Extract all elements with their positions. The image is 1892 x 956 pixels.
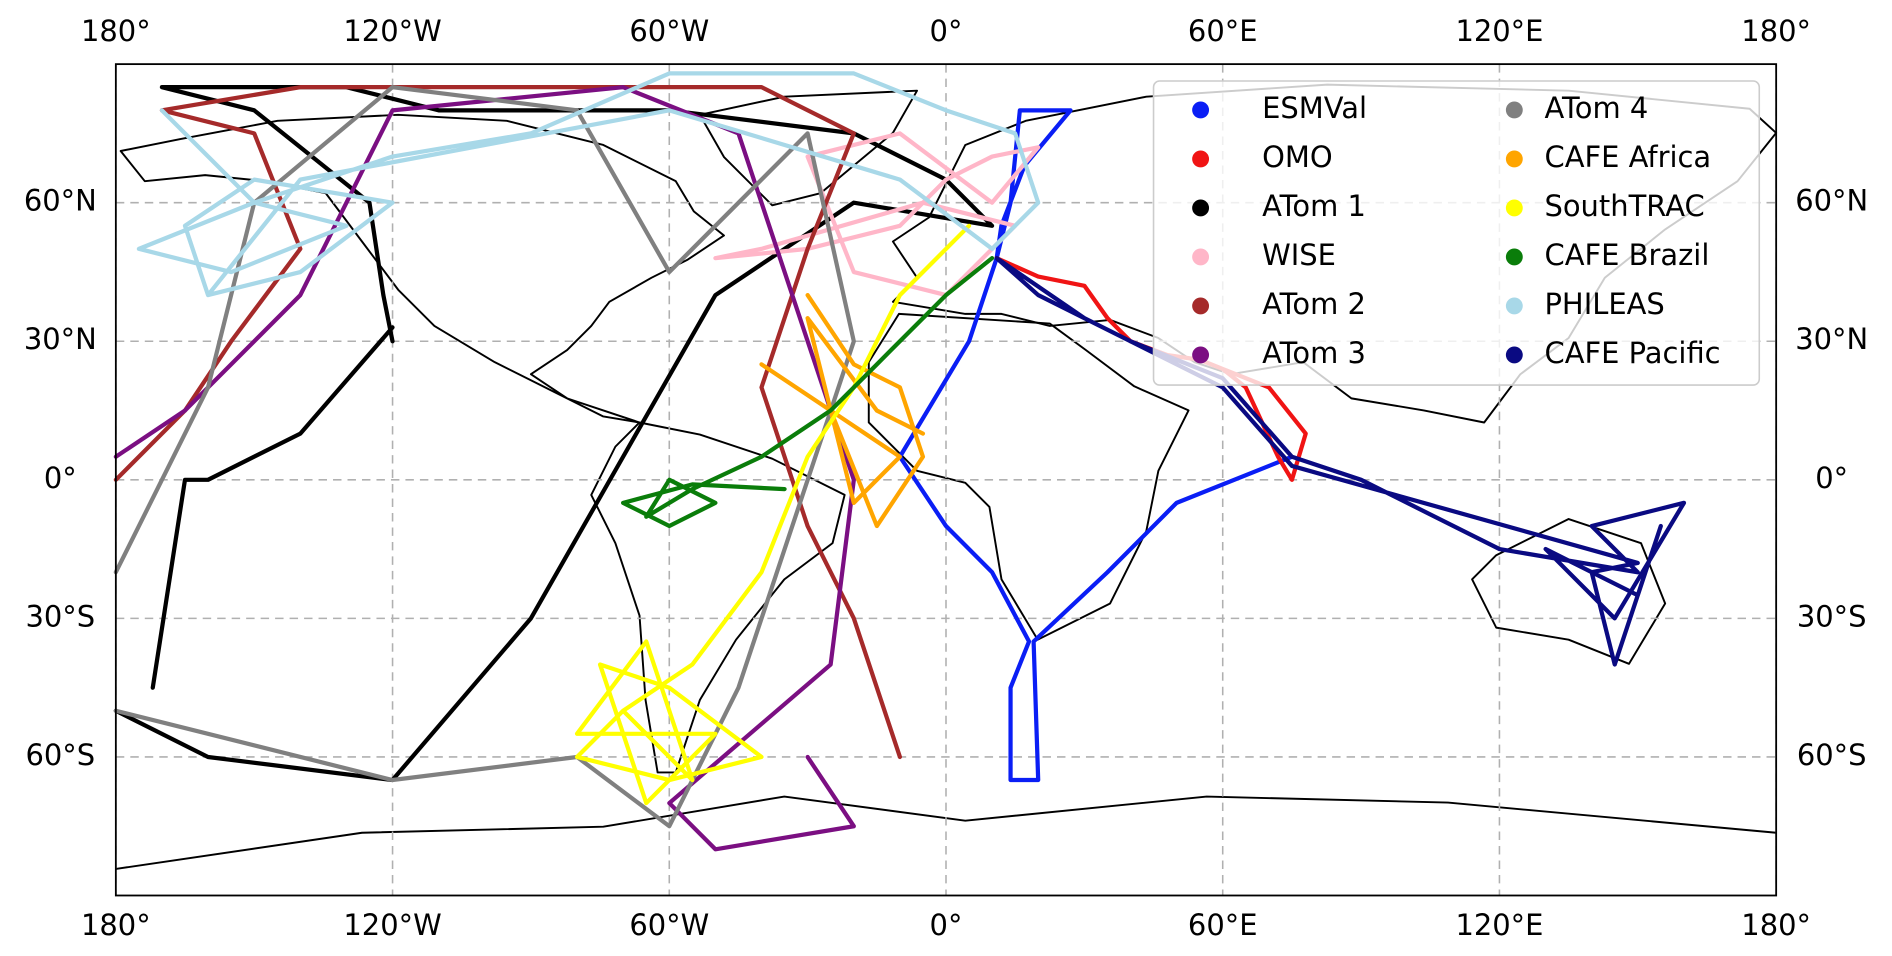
- legend-marker: [1192, 101, 1210, 119]
- y-tick-label: 60°S: [25, 738, 95, 772]
- legend-label: CAFE Africa: [1544, 140, 1711, 174]
- plot-frame: [114, 63, 1778, 897]
- flight-track: [994, 256, 1687, 667]
- flight-track: [759, 292, 926, 529]
- legend-marker: [1192, 346, 1210, 364]
- y-tick-label: 60°S: [1797, 738, 1867, 772]
- legend-label: ATom 4: [1544, 91, 1648, 125]
- x-tick-label: 0°: [930, 908, 963, 942]
- x-tick-label: 120°W: [343, 908, 441, 942]
- legend-marker: [1505, 101, 1523, 119]
- legend-marker: [1192, 150, 1210, 168]
- legend-label: ESMVal: [1262, 91, 1367, 125]
- x-tick-label: 180°: [1741, 14, 1811, 48]
- y-tick-label: 60°N: [1795, 184, 1868, 218]
- x-tick-label: 60°E: [1188, 908, 1258, 942]
- legend-label: OMO: [1262, 140, 1333, 174]
- legend-label: SouthTRAC: [1544, 189, 1704, 223]
- legend-label: CAFE Pacific: [1544, 336, 1720, 370]
- legend-label: WISE: [1262, 238, 1336, 272]
- y-tick-label: 30°S: [1797, 599, 1867, 633]
- x-tick-label: 180°: [81, 908, 151, 942]
- legend-marker: [1192, 248, 1210, 266]
- north-america: [119, 113, 725, 424]
- legend-label: ATom 1: [1262, 189, 1366, 223]
- y-tick-label: 60°N: [24, 184, 97, 218]
- x-tick-label: 120°W: [343, 14, 441, 48]
- legend-marker: [1505, 150, 1523, 168]
- x-tick-label: 60°W: [629, 908, 709, 942]
- tracks: [113, 71, 1687, 852]
- legend-label: CAFE Brazil: [1544, 238, 1709, 272]
- legend-marker: [1192, 297, 1210, 315]
- legend-marker: [1505, 346, 1523, 364]
- antarctica: [115, 795, 1777, 870]
- flight-track: [136, 71, 1041, 298]
- legend: ESMVal OMO ATom 1 WISE ATom 2 ATom 3 ATom 4 CAF…: [1152, 80, 1761, 386]
- y-tick-label: 30°S: [25, 599, 95, 633]
- legend-label: PHILEAS: [1544, 287, 1664, 321]
- legend-marker: [1505, 248, 1523, 266]
- flight-track: [113, 85, 903, 760]
- legend-label: ATom 2: [1262, 287, 1366, 321]
- legend-marker: [1505, 199, 1523, 217]
- flight-track: [897, 108, 1295, 783]
- x-tick-label: 180°: [1741, 908, 1811, 942]
- x-tick-label: 120°E: [1455, 14, 1543, 48]
- legend-marker: [1505, 297, 1523, 315]
- y-tick-label: 30°N: [24, 322, 97, 356]
- y-tick-label: 0°: [44, 461, 77, 495]
- tick-labels: 180° 180° 120°W 120°W 60°W 60°W 0° 0° 60°E 60°E 12…: [24, 14, 1868, 942]
- y-tick-label: 30°N: [1795, 322, 1868, 356]
- y-tick-label: 0°: [1815, 461, 1848, 495]
- x-tick-label: 120°E: [1455, 908, 1543, 942]
- legend-marker: [1192, 199, 1210, 217]
- x-tick-label: 60°E: [1188, 14, 1258, 48]
- x-tick-label: 0°: [930, 14, 963, 48]
- flight-track: [113, 85, 856, 852]
- legend-label: ATom 3: [1262, 336, 1366, 370]
- x-tick-label: 60°W: [629, 14, 709, 48]
- greenland: [698, 89, 919, 207]
- legend-box: [1152, 80, 1761, 386]
- flight-track: [620, 256, 995, 529]
- flight-track: [113, 85, 995, 783]
- flight-track: [713, 131, 1041, 298]
- x-tick-label: 180°: [81, 14, 151, 48]
- africa: [867, 312, 1190, 641]
- flight-track: [574, 223, 972, 806]
